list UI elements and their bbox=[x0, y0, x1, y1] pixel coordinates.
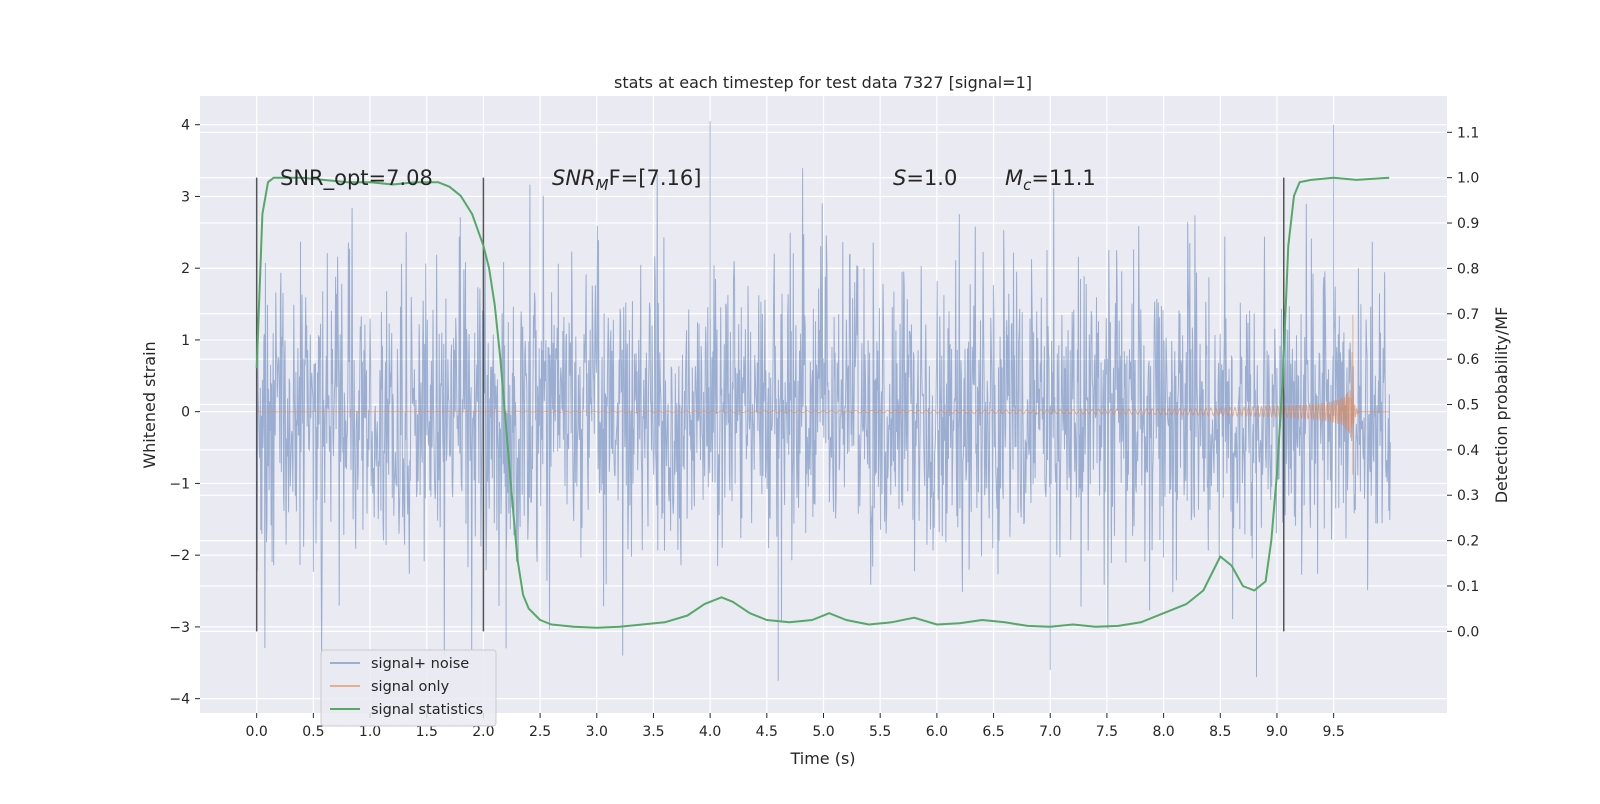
x-tick-label: 4.5 bbox=[756, 724, 778, 740]
legend-box bbox=[320, 649, 497, 727]
y2-axis-label: Detection probability/MF bbox=[1492, 307, 1511, 504]
y2-tick-label: 0.2 bbox=[1457, 534, 1479, 550]
x-tick-label: 8.0 bbox=[1152, 724, 1174, 740]
y-ticks: −4 −3 −2 −1 0 1 2 3 4 bbox=[169, 118, 200, 708]
x-tick-label: 1.5 bbox=[416, 724, 438, 740]
series-signal-statistics bbox=[255, 176, 1390, 629]
x-tick-label: 8.5 bbox=[1209, 724, 1231, 740]
annotation-snr-mf-sub: M bbox=[596, 176, 609, 194]
series-signal-noise bbox=[256, 121, 1391, 681]
x-tick-label: 7.5 bbox=[1096, 724, 1118, 740]
y-tick-label: 4 bbox=[181, 118, 190, 134]
x-tick-label: 9.0 bbox=[1266, 724, 1288, 740]
y2-tick-label: 1.1 bbox=[1457, 125, 1479, 141]
x-tick-label: 2.0 bbox=[472, 724, 494, 740]
series-signal-only bbox=[256, 314, 1391, 475]
x-tick-label: 9.5 bbox=[1323, 724, 1345, 740]
annotation-mc-prefix: M bbox=[1005, 166, 1023, 190]
y-tick-label: −3 bbox=[169, 620, 190, 636]
x-tick-label: 5.0 bbox=[812, 724, 834, 740]
chart-title: stats at each timestep for test data 732… bbox=[614, 73, 1032, 92]
y-tick-label: 2 bbox=[181, 261, 190, 277]
legend: signal+ noise signal only signal statist… bbox=[320, 649, 497, 727]
legend-label-stats: signal statistics bbox=[371, 702, 483, 718]
y2-ticks: 0.0 0.1 0.2 0.3 0.4 0.5 0.6 0.7 0.8 0.9 1.0 1.1 bbox=[1447, 125, 1479, 640]
x-tick-label: 2.5 bbox=[529, 724, 551, 740]
legend-label-noise: signal+ noise bbox=[371, 656, 469, 672]
y-tick-label: −1 bbox=[169, 476, 190, 492]
y-tick-label: −2 bbox=[169, 548, 190, 564]
x-tick-label: 3.5 bbox=[642, 724, 664, 740]
annotation-s-rest: =1.0 bbox=[906, 166, 957, 190]
y2-tick-label: 0.8 bbox=[1457, 261, 1479, 277]
y2-tick-label: 0.1 bbox=[1457, 579, 1479, 595]
noise-trace bbox=[256, 121, 1391, 681]
annotation-snr-mf-rest: F=[7.16] bbox=[609, 166, 702, 190]
x-tick-label: 0.5 bbox=[302, 724, 324, 740]
y2-tick-label: 0.7 bbox=[1457, 307, 1479, 323]
y-tick-label: 1 bbox=[181, 333, 190, 349]
annotation-mc-rest: =11.1 bbox=[1031, 166, 1095, 190]
vertical-markers bbox=[255, 177, 1285, 632]
y2-tick-label: 0.6 bbox=[1457, 352, 1479, 368]
y-tick-label: −4 bbox=[169, 692, 190, 708]
y-tick-label: 3 bbox=[181, 189, 190, 205]
y2-tick-label: 0.0 bbox=[1457, 624, 1479, 640]
annotation-snr-opt: SNR_opt=7.08 bbox=[280, 166, 433, 191]
x-tick-label: 1.0 bbox=[359, 724, 381, 740]
x-ticks: 0.0 0.5 1.0 1.5 2.0 2.5 3.0 3.5 4.0 4.5 5.0 5.5 6.0 6… bbox=[246, 713, 1345, 740]
legend-label-signal: signal only bbox=[371, 679, 450, 695]
signal-only-trace bbox=[256, 314, 1391, 475]
x-tick-label: 6.5 bbox=[982, 724, 1004, 740]
y2-tick-label: 0.3 bbox=[1457, 488, 1479, 504]
annotation-s: S=1.0 bbox=[893, 166, 957, 190]
y-tick-label: 0 bbox=[181, 405, 190, 421]
y2-tick-label: 0.5 bbox=[1457, 398, 1479, 414]
y2-tick-label: 1.0 bbox=[1457, 171, 1479, 187]
y2-tick-label: 0.9 bbox=[1457, 216, 1479, 232]
annotation-mc-sub: c bbox=[1023, 176, 1032, 194]
annotation-snr-mf-prefix: SNR bbox=[552, 166, 596, 190]
x-tick-label: 3.0 bbox=[586, 724, 608, 740]
y-axis-label: Whitened strain bbox=[140, 341, 159, 468]
x-tick-label: 4.0 bbox=[699, 724, 721, 740]
x-tick-label: 7.0 bbox=[1039, 724, 1061, 740]
annotation-mc: Mc=11.1 bbox=[1005, 166, 1096, 194]
signal-statistics-line bbox=[255, 176, 1390, 629]
x-tick-label: 6.0 bbox=[926, 724, 948, 740]
annotation-s-prefix: S bbox=[893, 166, 906, 190]
annotation-snr-mf: SNRMF=[7.16] bbox=[552, 166, 701, 194]
y2-tick-label: 0.4 bbox=[1457, 443, 1479, 459]
x-axis-label: Time (s) bbox=[789, 749, 855, 768]
x-tick-label: 5.5 bbox=[869, 724, 891, 740]
x-tick-label: 0.0 bbox=[246, 724, 268, 740]
